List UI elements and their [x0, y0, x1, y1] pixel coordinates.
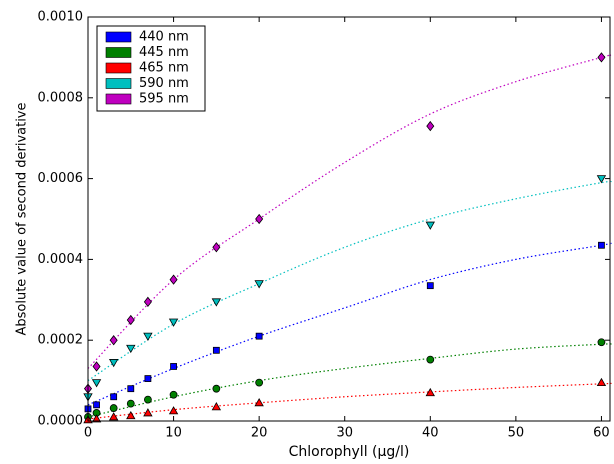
- x-tick-label: 30: [336, 426, 353, 441]
- marker: [212, 242, 221, 253]
- marker: [126, 410, 136, 420]
- marker: [597, 52, 606, 63]
- marker: [110, 393, 118, 401]
- marker: [127, 385, 135, 393]
- x-axis-label: Chlorophyll (μg/l): [289, 444, 410, 460]
- legend-label: 440 nm: [139, 30, 189, 45]
- marker: [211, 298, 222, 307]
- marker: [93, 401, 100, 409]
- marker: [91, 414, 102, 423]
- legend-swatch: [105, 62, 132, 74]
- marker: [255, 213, 264, 225]
- y-tick-label: 0.0006: [38, 171, 84, 186]
- marker: [169, 274, 178, 285]
- marker: [143, 408, 153, 417]
- marker: [143, 296, 152, 307]
- marker: [426, 120, 435, 132]
- x-tick-label: 50: [508, 426, 525, 441]
- marker: [108, 412, 119, 421]
- marker: [109, 404, 118, 412]
- marker: [426, 282, 434, 290]
- x-tick-label: 10: [165, 426, 182, 441]
- fit-curve: [87, 242, 612, 406]
- fit-curve: [87, 343, 612, 418]
- legend-swatch: [105, 31, 132, 43]
- marker: [598, 241, 605, 249]
- marker: [109, 335, 118, 346]
- marker: [144, 395, 152, 404]
- x-tick-label: 0: [84, 426, 92, 441]
- marker: [143, 332, 153, 341]
- y-tick-label: 0.0000: [38, 414, 84, 429]
- marker: [426, 355, 435, 364]
- legend-label: 445 nm: [139, 45, 189, 60]
- legend-swatch: [105, 78, 132, 89]
- marker: [108, 359, 119, 368]
- marker: [126, 344, 136, 354]
- marker: [91, 379, 102, 388]
- marker: [254, 398, 264, 407]
- y-tick-label: 0.0002: [38, 333, 84, 348]
- marker: [596, 175, 607, 184]
- marker: [170, 363, 177, 370]
- y-tick-label: 0.0004: [38, 252, 84, 267]
- y-tick-label: 0.0008: [38, 90, 84, 105]
- marker: [168, 318, 179, 327]
- legend-label: 590 nm: [139, 76, 189, 91]
- marker: [212, 346, 220, 354]
- legend-swatch: [105, 93, 132, 105]
- marker: [597, 338, 606, 347]
- y-tick-label: 0.0010: [38, 10, 84, 25]
- marker: [212, 384, 221, 393]
- marker: [169, 390, 178, 399]
- marker: [126, 399, 135, 408]
- legend-swatch: [105, 47, 132, 58]
- marker: [596, 377, 607, 387]
- marker: [425, 221, 435, 230]
- x-tick-label: 60: [593, 426, 610, 441]
- x-tick-label: 20: [251, 426, 268, 441]
- y-axis-label: Absolute value of second derivative: [15, 102, 30, 335]
- x-tick-label: 40: [422, 426, 439, 441]
- marker: [168, 406, 179, 415]
- marker: [255, 332, 263, 340]
- marker: [92, 361, 101, 372]
- marker: [144, 375, 152, 382]
- marker: [126, 314, 135, 326]
- marker: [425, 387, 435, 397]
- legend-label: 465 nm: [139, 61, 189, 76]
- fit-curve: [87, 180, 612, 382]
- marker: [211, 402, 222, 411]
- marker: [255, 378, 264, 387]
- marker: [254, 280, 264, 289]
- legend-label: 595 nm: [139, 92, 189, 107]
- plot-frame: [87, 16, 611, 422]
- fit-curve: [87, 382, 612, 420]
